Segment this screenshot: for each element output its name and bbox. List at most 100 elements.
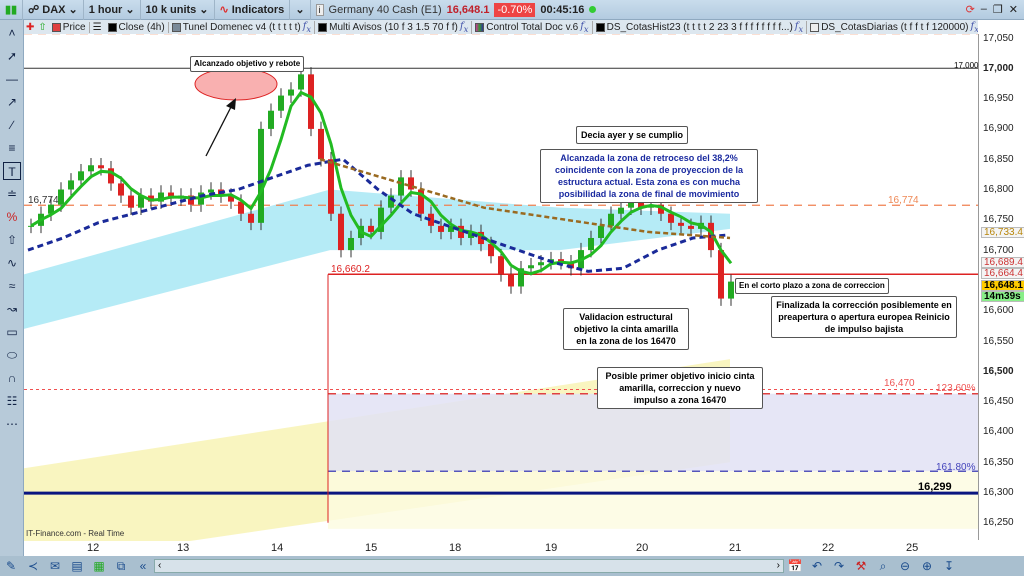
- indicator-list-icon[interactable]: ▦: [93, 559, 105, 573]
- legend-cotasdiarias[interactable]: DS_CotasDiarias (t f f t f 120000)fx: [807, 21, 978, 34]
- note-corto-plazo[interactable]: En el corto plazo a zona de correccion: [735, 278, 889, 294]
- comment-icon[interactable]: ✉: [49, 559, 61, 573]
- collapse-icon[interactable]: ˄: [8, 26, 16, 40]
- layers-icon[interactable]: ☷: [6, 394, 18, 408]
- text-tool-icon[interactable]: T: [3, 162, 21, 180]
- multi-chart-icon[interactable]: ⧉: [116, 558, 126, 573]
- zoom-out-icon[interactable]: ⊖: [899, 559, 911, 573]
- ray-icon[interactable]: ↗: [6, 95, 18, 109]
- candle: [288, 89, 294, 96]
- pattern-icon[interactable]: ≈: [8, 279, 16, 293]
- note-finalizada[interactable]: Finalizada la corrección posiblemente en…: [771, 296, 957, 338]
- fx-icon[interactable]: fx: [459, 20, 469, 34]
- legend-price[interactable]: Price: [49, 21, 90, 33]
- up-icon[interactable]: ⇧: [38, 21, 47, 33]
- tools-icon[interactable]: ⚒: [855, 559, 867, 573]
- ruler-icon[interactable]: ≐: [6, 187, 18, 201]
- fibonacci-icon[interactable]: ≡: [8, 141, 16, 155]
- time-axis[interactable]: 12 13 14 15 18 19 20 21 22 25: [24, 541, 978, 556]
- legend-close-4h[interactable]: Close (4h): [105, 21, 169, 33]
- candle: [378, 207, 384, 232]
- arrow-up-icon[interactable]: ⇧: [6, 233, 18, 247]
- lower-zone: [328, 471, 978, 529]
- horizontal-line-icon[interactable]: —: [6, 72, 18, 86]
- list-icon[interactable]: ☰: [92, 21, 102, 33]
- candle: [678, 222, 684, 226]
- cycle-icon[interactable]: ∩: [7, 371, 17, 385]
- units-select[interactable]: 10 k units ⌄: [141, 0, 215, 20]
- candle: [318, 128, 324, 160]
- chart-icon[interactable]: ▮▮: [0, 0, 24, 20]
- restore-button[interactable]: ❐: [992, 4, 1003, 16]
- legend-control-total[interactable]: Control Total Doc v.6 fx: [472, 20, 593, 34]
- symbol-select[interactable]: ☍ DAX ⌄: [23, 0, 84, 20]
- price-tag-last: 16,648.1: [981, 279, 1024, 291]
- note-decia-ayer[interactable]: Decia ayer y se cumplio: [576, 126, 689, 144]
- draw-pencil-icon[interactable]: ✎: [5, 559, 17, 573]
- close-button[interactable]: ✕: [1008, 4, 1018, 16]
- calendar-icon[interactable]: 📅: [787, 559, 803, 573]
- level-16774-left: 16,774: [28, 195, 59, 206]
- note-validacion[interactable]: Validacion estructural objetivo la cinta…: [563, 308, 689, 350]
- candle: [348, 237, 354, 251]
- candle: [328, 159, 334, 214]
- legend-tunel[interactable]: Tunel Domenec v4 (t t t t t) fx: [169, 20, 316, 34]
- undo-icon[interactable]: ↶: [811, 559, 823, 573]
- candle: [618, 207, 624, 214]
- candle: [558, 259, 564, 263]
- target-ellipse: [194, 67, 278, 101]
- legend-cotashist[interactable]: DS_CotasHist23 (t t t t 2 23 3 f f f f f…: [593, 20, 808, 34]
- candle: [468, 231, 474, 238]
- percent-icon[interactable]: %: [6, 210, 18, 224]
- fx-icon[interactable]: fx: [794, 20, 804, 34]
- rectangle-icon[interactable]: ▭: [6, 325, 18, 339]
- add-icon[interactable]: ✚: [26, 21, 35, 33]
- candle: [428, 213, 434, 226]
- share-icon[interactable]: ≺: [27, 559, 39, 573]
- info-icon[interactable]: i: [315, 3, 324, 16]
- fan-icon[interactable]: ↝: [6, 302, 18, 316]
- candle: [538, 262, 544, 266]
- report-icon[interactable]: ▤: [71, 559, 83, 573]
- time-tick: 21: [729, 542, 742, 554]
- legend-label: Close (4h): [118, 21, 165, 33]
- candle: [668, 213, 674, 223]
- ellipse-icon[interactable]: ⬭: [6, 348, 18, 362]
- price-tick: 16,850: [983, 153, 1014, 165]
- fx-icon[interactable]: fx: [580, 20, 589, 34]
- price-tick: 17,050: [983, 32, 1014, 44]
- change-badge: -0.70%: [494, 2, 536, 17]
- indicators-dropdown[interactable]: ⌄: [290, 0, 311, 20]
- more-icon[interactable]: ⋯: [6, 417, 18, 431]
- candle: [208, 189, 214, 193]
- scroll-left-double-icon[interactable]: «: [139, 559, 147, 573]
- fx-icon[interactable]: fx: [302, 20, 312, 34]
- arrow: [205, 104, 233, 157]
- candle: [508, 274, 514, 287]
- price-axis[interactable]: 17,050 17,000 16,950 16,900 16,850 16,800 16,7…: [978, 32, 1024, 540]
- legend-label: Multi Avisos (10 f 3 1.5 70 f f): [329, 21, 458, 33]
- redo-icon[interactable]: ↷: [833, 559, 845, 573]
- ma-brown: [319, 158, 731, 240]
- note-posible-objetivo[interactable]: Posible primer objetivo inicio cinta ama…: [597, 367, 763, 409]
- channel-icon[interactable]: ∕: [10, 118, 13, 132]
- legend-multi-avisos[interactable]: Multi Avisos (10 f 3 1.5 70 f f) fx: [315, 20, 473, 34]
- fx-icon[interactable]: fx: [970, 20, 978, 34]
- line-tool-icon[interactable]: ➚: [6, 49, 18, 63]
- candle: [368, 225, 374, 232]
- zoom-fit-icon[interactable]: ⌕: [879, 558, 887, 573]
- units: 10 k units: [145, 3, 197, 16]
- note-target-reached[interactable]: Alcanzado objetivo y rebote: [190, 56, 305, 72]
- zoom-in-icon[interactable]: ⊕: [921, 559, 933, 573]
- note-retroceso[interactable]: Alcanzada la zona de retroceso del 38,2%…: [540, 149, 758, 203]
- timeframe-select[interactable]: 1 hour ⌄: [84, 0, 141, 20]
- candle: [688, 225, 694, 229]
- scale-icon[interactable]: ↧: [943, 559, 955, 573]
- refresh-icon[interactable]: ⟳: [965, 4, 975, 16]
- price-tag-t3: 16,664.4: [981, 268, 1024, 279]
- bottom-toolbar: ✎ ≺ ✉ ▤ ▦ ⧉ « ‹ › 📅 ↶ ↷ ⚒ ⌕ ⊖ ⊕ ↧: [0, 556, 1024, 576]
- horizontal-scrollbar[interactable]: ‹ ›: [154, 559, 784, 573]
- wave-icon[interactable]: ∿: [6, 256, 18, 270]
- minimize-button[interactable]: –: [980, 3, 987, 15]
- indicators-button[interactable]: ∿ Indicators: [215, 0, 291, 20]
